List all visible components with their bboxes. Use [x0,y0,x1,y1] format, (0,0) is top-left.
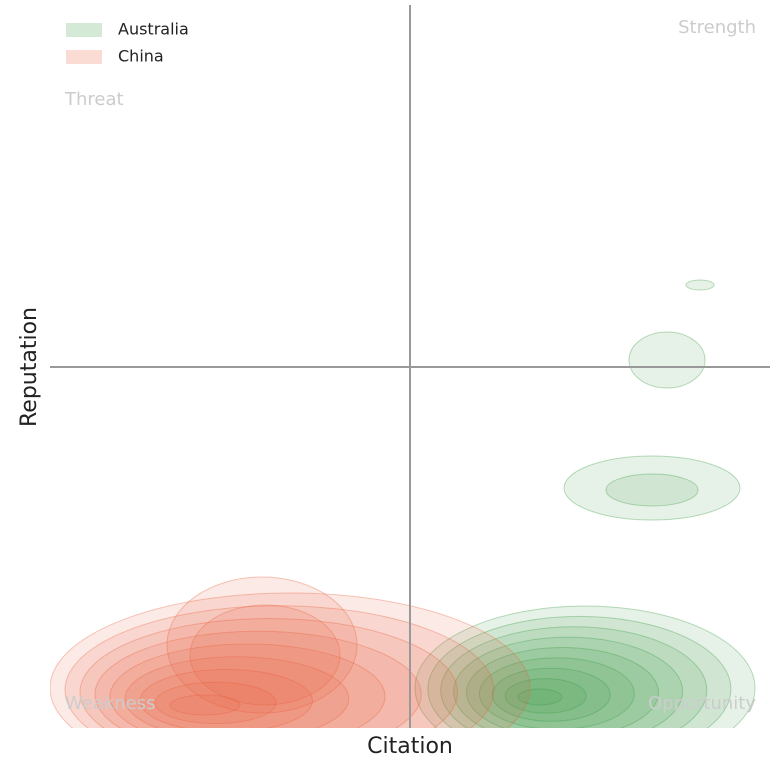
density-contour [453,636,684,728]
density-contour [685,279,715,291]
density-contour [169,694,241,716]
quadrant-label: Weakness [65,693,156,714]
density-contour [563,455,741,521]
density-contour [605,473,699,507]
density-contour [427,615,732,728]
density-contour [440,626,708,728]
legend-label: Australia [118,20,189,39]
density-contour [124,656,350,728]
density-contour [504,678,587,714]
density-contour [628,331,706,389]
density [414,279,756,728]
quadrant-label: Strength [678,17,756,38]
density-contour [109,643,386,728]
legend-swatch [66,50,102,64]
density-contour [64,605,495,728]
y-axis-label: Reputation [17,307,42,427]
density-contour [189,604,341,706]
quadrant-label: Threat [64,89,124,110]
x-axis-label: Citation [367,734,453,759]
density-contour [79,618,458,728]
density-contour [94,630,422,728]
density-contour [166,576,358,714]
legend: Australia China [66,20,189,66]
quadrant-label: Opportunity [648,693,756,714]
legend-label: China [118,47,164,66]
density-contour [154,681,277,724]
legend-swatch [66,23,102,37]
density-contour [478,657,635,728]
density-contour [414,605,756,728]
density-contour [139,669,313,728]
density-contour [466,647,659,728]
density-contour [491,667,611,722]
density-contour [517,688,563,706]
